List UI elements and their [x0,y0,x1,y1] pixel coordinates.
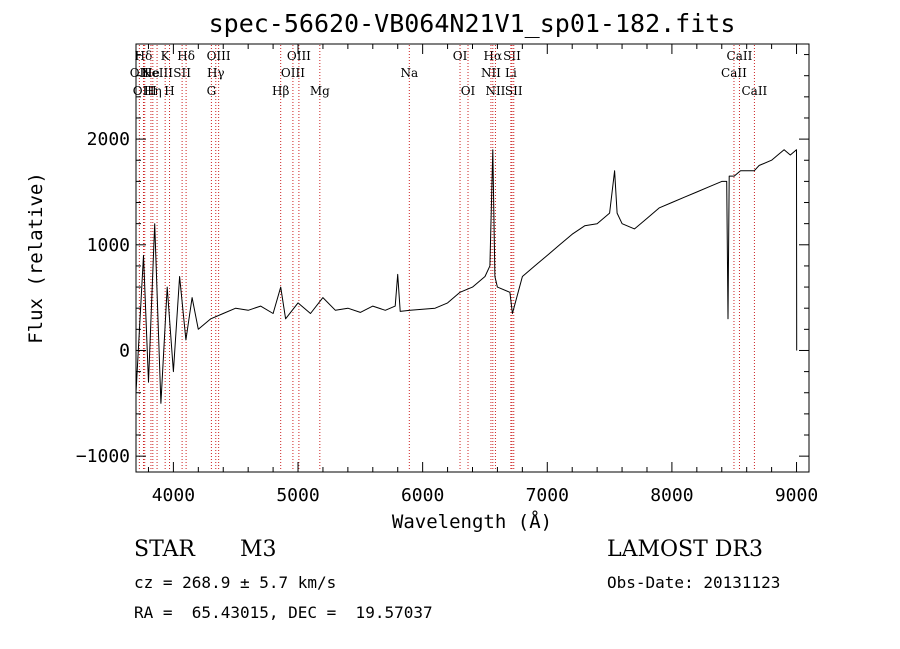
line-label-14: OIII [287,49,311,63]
line-label-21: NII [481,66,501,80]
line-label-13: Hβ [272,84,289,98]
line-label-20: Hα [484,49,503,63]
line-label-15: OIII [281,66,305,80]
y-axis-label: Flux (relative) [25,172,47,344]
line-label-26: CaII [727,49,753,63]
line-label-10: OIII [207,49,231,63]
observation-date: Obs-Date: 20131123 [607,573,781,592]
x-tick-label-5: 9000 [775,485,818,506]
line-label-6: H [164,84,174,98]
line-label-9: Hδ [177,49,195,63]
redshift-cz: cz = 268.9 ± 5.7 km/s [134,573,337,592]
x-tick-label-0: 4000 [152,485,195,506]
x-tick-label-1: 5000 [276,485,319,506]
coordinates: RA = 65.43015, DEC = 19.57037 [134,603,433,622]
x-tick-label-4: 8000 [650,485,693,506]
line-label-5: K [161,49,171,63]
spectrum-series [135,149,798,404]
line-label-12: G [207,84,217,98]
y-tick-label-3: 2000 [87,129,130,150]
plot-frame [135,43,810,473]
line-label-3: He [142,66,160,80]
x-tick-label-3: 7000 [526,485,569,506]
line-label-19: OI [461,84,476,98]
x-tick-label-2: 6000 [401,485,444,506]
y-tick-label-1: 0 [119,340,130,361]
line-label-22: NII [485,84,505,98]
line-label-16: Mg [310,84,330,98]
line-label-17: Na [400,66,418,80]
object-class: STAR [134,537,195,562]
line-label-8: SII [173,66,191,80]
line-label-4: Hη [144,84,162,98]
series-line-0 [135,149,798,404]
line-label-11: Hγ [207,66,225,80]
line-label-18: OI [453,49,468,63]
line-label-7: NeIII [141,66,173,80]
line-label-25: SII [505,84,523,98]
object-subclass: M3 [240,537,277,562]
line-label-24: Li [505,66,517,80]
line-label-23: SII [503,49,521,63]
axis-ticks: 4000 5000 6000 7000 8000 9000 −1000 0 1000 2000 [76,44,818,506]
line-label-0: Hδ [135,49,153,63]
survey-name: LAMOST DR3 [607,537,763,562]
x-axis-label: Wavelength (Å) [392,510,552,533]
chart-title: spec-56620-VB064N21V1_sp01-182.fits [209,9,736,38]
y-tick-label-2: 1000 [87,235,130,256]
y-tick-label-0: −1000 [76,446,130,467]
line-label-27: CaII [721,66,747,80]
line-label-28: CaII [741,84,767,98]
